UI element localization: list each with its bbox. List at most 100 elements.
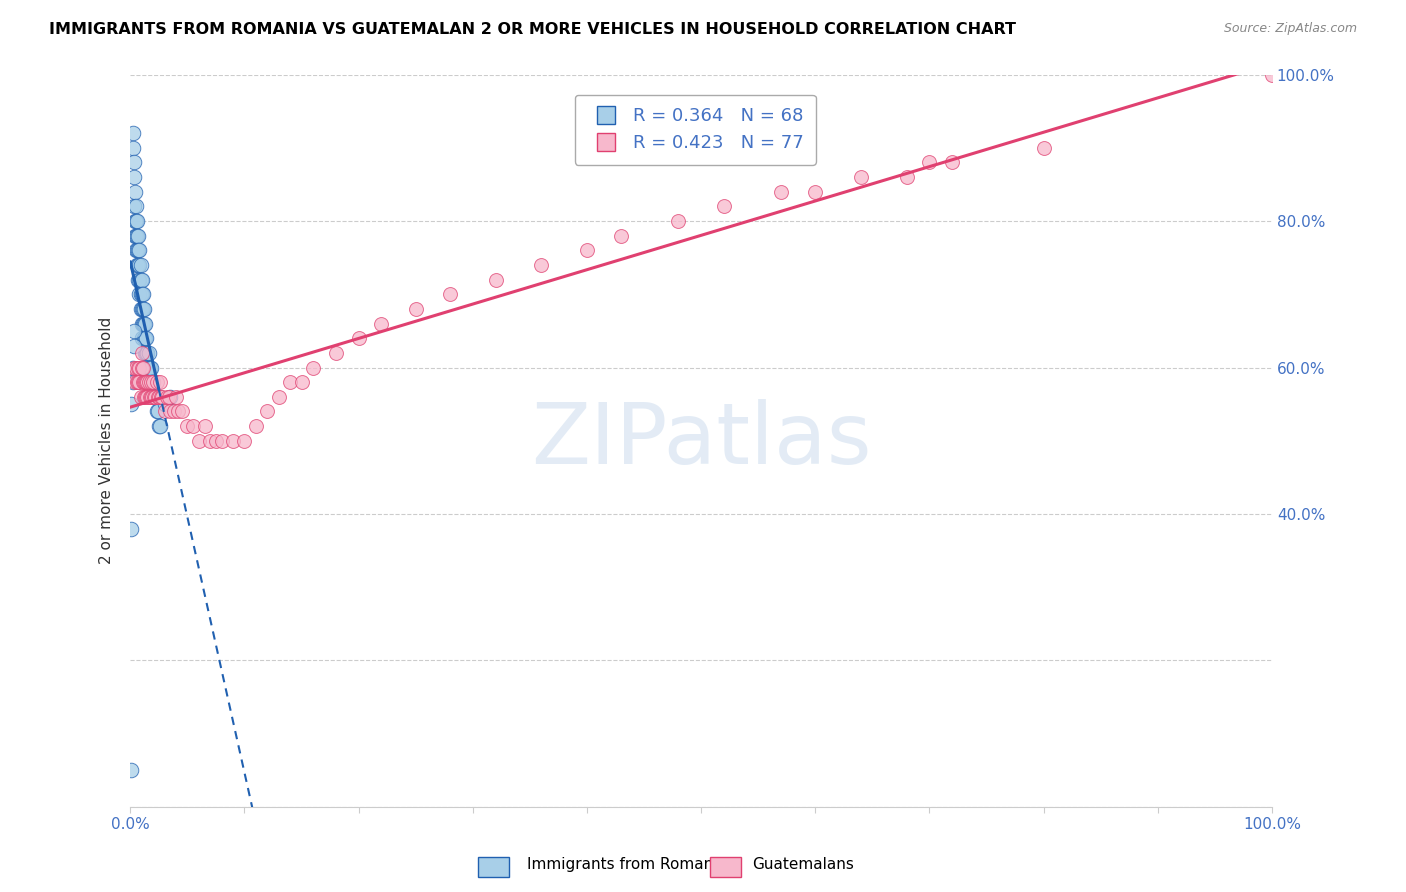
Legend: R = 0.364   N = 68, R = 0.423   N = 77: R = 0.364 N = 68, R = 0.423 N = 77	[575, 95, 815, 165]
Point	[136, 346, 159, 360]
Text: Source: ZipAtlas.com: Source: ZipAtlas.com	[1223, 22, 1357, 36]
Point	[124, 214, 146, 228]
Point	[131, 301, 153, 316]
Point	[132, 301, 155, 316]
Point	[129, 301, 152, 316]
Point	[153, 397, 176, 411]
Point	[135, 346, 157, 360]
Point	[127, 244, 149, 258]
Point	[138, 360, 160, 375]
Point	[176, 419, 198, 434]
Point	[127, 258, 149, 272]
Point	[142, 375, 165, 389]
Point	[145, 390, 167, 404]
Point	[159, 390, 181, 404]
Point	[135, 331, 157, 345]
Point	[145, 390, 167, 404]
Point	[256, 404, 278, 418]
Point	[138, 360, 160, 375]
Point	[125, 360, 148, 375]
Point	[139, 375, 162, 389]
Point	[267, 390, 290, 404]
Point	[138, 375, 160, 389]
Point	[128, 272, 150, 286]
Point	[150, 390, 173, 404]
Point	[347, 331, 370, 345]
Point	[143, 390, 166, 404]
Point	[132, 375, 155, 389]
Point	[153, 404, 176, 418]
Point	[136, 390, 159, 404]
Point	[1032, 141, 1054, 155]
Point	[127, 375, 149, 389]
Point	[136, 360, 159, 375]
Point	[122, 360, 145, 375]
Point	[132, 375, 155, 389]
Point	[167, 404, 190, 418]
Point	[122, 155, 145, 169]
Point	[1261, 68, 1284, 82]
Point	[132, 317, 155, 331]
Point	[124, 228, 146, 243]
Point	[135, 375, 157, 389]
Point	[127, 244, 149, 258]
Point	[125, 228, 148, 243]
Point	[127, 375, 149, 389]
Point	[143, 390, 166, 404]
Point	[165, 390, 187, 404]
Point	[121, 360, 143, 375]
Point	[142, 375, 165, 389]
Point	[134, 317, 156, 331]
Point	[941, 155, 963, 169]
Point	[131, 331, 153, 345]
Point	[485, 272, 508, 286]
Point	[124, 185, 146, 199]
Point	[139, 360, 162, 375]
Point	[128, 287, 150, 301]
Point	[132, 331, 155, 345]
Point	[129, 390, 152, 404]
Point	[159, 404, 181, 418]
Point	[200, 434, 222, 448]
Point	[122, 324, 145, 338]
Point	[370, 317, 392, 331]
Point	[181, 419, 204, 434]
Point	[129, 287, 152, 301]
Point	[129, 258, 152, 272]
Point	[439, 287, 461, 301]
Point	[148, 390, 170, 404]
Point	[157, 390, 180, 404]
Point	[233, 434, 256, 448]
Point	[132, 287, 155, 301]
Y-axis label: 2 or more Vehicles in Household: 2 or more Vehicles in Household	[100, 318, 114, 565]
Point	[131, 360, 153, 375]
Point	[131, 317, 153, 331]
Text: Guatemalans: Guatemalans	[752, 857, 853, 872]
Point	[122, 199, 145, 213]
Point	[131, 287, 153, 301]
Point	[121, 522, 143, 536]
Point	[138, 390, 160, 404]
Point	[125, 244, 148, 258]
Point	[134, 390, 156, 404]
Point	[128, 375, 150, 389]
Point	[134, 375, 156, 389]
Point	[127, 228, 149, 243]
Point	[769, 185, 792, 199]
Point	[122, 170, 145, 185]
Point	[205, 434, 228, 448]
Point	[122, 338, 145, 352]
Point	[804, 185, 827, 199]
Point	[139, 390, 162, 404]
Point	[149, 375, 172, 389]
Point	[302, 360, 325, 375]
Point	[918, 155, 941, 169]
Point	[121, 397, 143, 411]
Point	[193, 419, 215, 434]
Point	[530, 258, 553, 272]
Point	[128, 244, 150, 258]
Point	[145, 375, 167, 389]
Point	[138, 346, 160, 360]
Point	[245, 419, 267, 434]
Point	[136, 375, 159, 389]
